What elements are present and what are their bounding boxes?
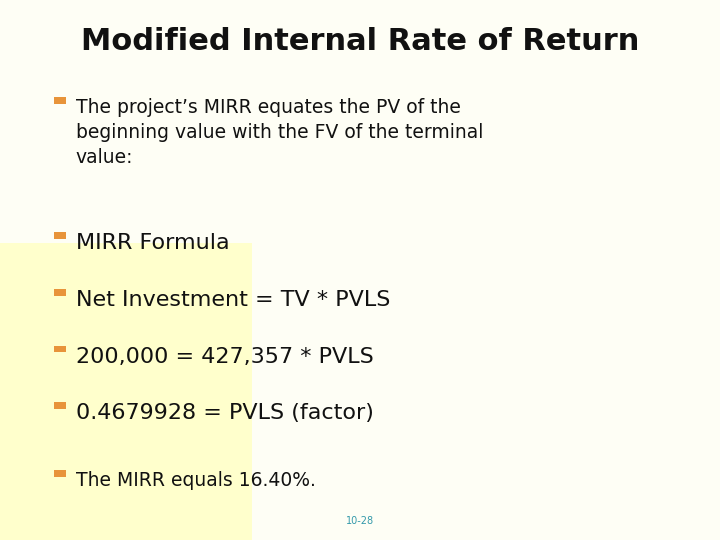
Text: 10-28: 10-28 (346, 516, 374, 526)
Text: 200,000 = 427,357 * PVLS: 200,000 = 427,357 * PVLS (76, 347, 374, 367)
Text: The MIRR equals 16.40%.: The MIRR equals 16.40%. (76, 471, 315, 490)
Bar (54, 232, 66, 239)
Text: 0.4679928 = PVLS (factor): 0.4679928 = PVLS (factor) (76, 403, 374, 423)
Text: Net Investment = TV * PVLS: Net Investment = TV * PVLS (76, 290, 390, 310)
Bar (54, 346, 66, 353)
Bar (54, 402, 66, 409)
Bar (0, 243, 252, 540)
Text: Modified Internal Rate of Return: Modified Internal Rate of Return (81, 27, 639, 56)
Bar (54, 289, 66, 296)
Text: MIRR Formula: MIRR Formula (76, 233, 229, 253)
Bar (54, 470, 66, 477)
Bar (54, 97, 66, 104)
Text: The project’s MIRR equates the PV of the
beginning value with the FV of the term: The project’s MIRR equates the PV of the… (76, 98, 483, 167)
